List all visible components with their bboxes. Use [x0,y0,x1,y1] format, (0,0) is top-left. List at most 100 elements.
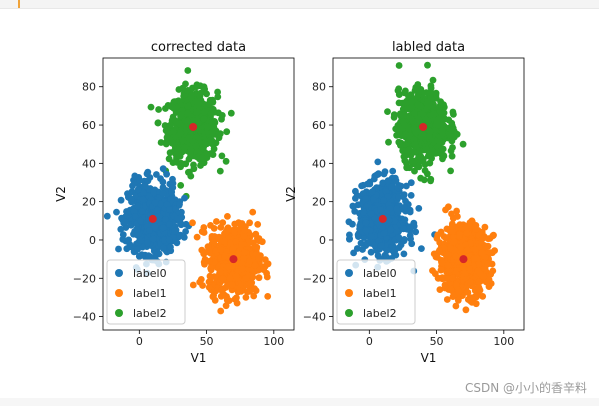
data-point [388,183,395,191]
data-point [204,123,211,131]
data-point [170,105,178,112]
y-tick-label: 20 [312,196,326,209]
data-point [172,205,180,213]
centroid-marker [378,214,387,223]
y-tick-label: 0 [89,234,96,247]
data-point [261,256,269,264]
x-axis-label: V1 [421,351,437,365]
data-point [448,223,456,230]
data-point [407,235,414,243]
data-point [190,117,198,125]
data-point [393,205,401,213]
data-point [349,202,357,210]
data-point [196,278,204,286]
data-point [211,296,219,304]
data-point [447,147,455,155]
data-point [360,208,367,216]
data-point [122,218,129,226]
data-point [125,236,132,244]
y-tick-label: 40 [312,157,326,170]
data-point [220,237,228,245]
data-point [400,236,408,243]
data-point [188,91,196,99]
data-point [358,182,365,190]
data-point [407,192,415,199]
centroid-marker [229,255,238,264]
data-point [240,232,248,240]
data-point [411,167,418,175]
data-point [430,110,438,118]
data-point [258,238,266,246]
data-point [407,91,415,99]
data-point [397,141,404,149]
data-point [345,218,353,226]
data-point [128,195,135,203]
data-point [227,239,235,247]
data-point [448,126,456,134]
data-point [190,165,198,173]
data-point [486,249,494,256]
data-point [447,286,455,294]
data-point [217,224,225,231]
data-point [395,127,403,135]
data-point [448,152,456,160]
data-point [412,228,420,236]
data-point [205,100,213,108]
data-point [362,219,370,227]
data-point [373,184,380,192]
y-tick-label: 80 [312,81,326,94]
data-point [246,257,253,265]
data-point [410,125,418,132]
legend-label-label1: label1 [363,287,397,300]
data-point [459,140,467,148]
data-point [203,150,211,158]
data-point [147,103,155,111]
data-point [417,87,424,95]
data-point [227,109,235,117]
data-point [223,227,230,235]
data-point [426,128,434,136]
data-point [193,233,201,241]
data-point [478,249,486,257]
data-point [355,233,362,241]
data-point [384,177,392,185]
data-point [217,268,225,276]
data-point [151,199,159,207]
chart-panel-1: label0 label1 label2 0 50 100 −40 −20 0 20 40 60 80 l… [284,40,525,365]
data-point [430,250,438,258]
data-point [170,98,178,106]
data-point [165,236,173,244]
data-point [119,231,127,239]
data-point [400,204,408,212]
data-point [166,206,173,213]
data-point [463,229,471,237]
data-point [409,117,417,125]
centroid-marker [148,214,157,223]
data-point [139,196,147,203]
data-point [237,282,245,290]
y-axis-label: V2 [284,186,298,202]
chart-panel-0: label0 label1 label2 0 50 100 −40 −20 0 20 40 60 80 c… [54,40,295,365]
data-point [222,302,230,310]
centroids [378,122,468,264]
data-point [420,176,428,184]
data-point [350,249,357,257]
data-point [379,179,387,187]
data-point [198,154,206,162]
data-point [233,294,240,302]
data-point [251,285,258,292]
data-point [407,179,415,187]
data-point [242,275,250,282]
data-point [395,234,403,241]
data-point [371,214,379,222]
data-point [201,108,209,116]
data-point [357,239,365,247]
data-point [445,267,453,275]
data-point [454,296,462,304]
data-point [484,260,492,268]
data-point [139,189,147,197]
data-point [439,155,446,163]
data-point [214,88,222,96]
data-point [162,216,169,223]
data-point [400,250,408,258]
